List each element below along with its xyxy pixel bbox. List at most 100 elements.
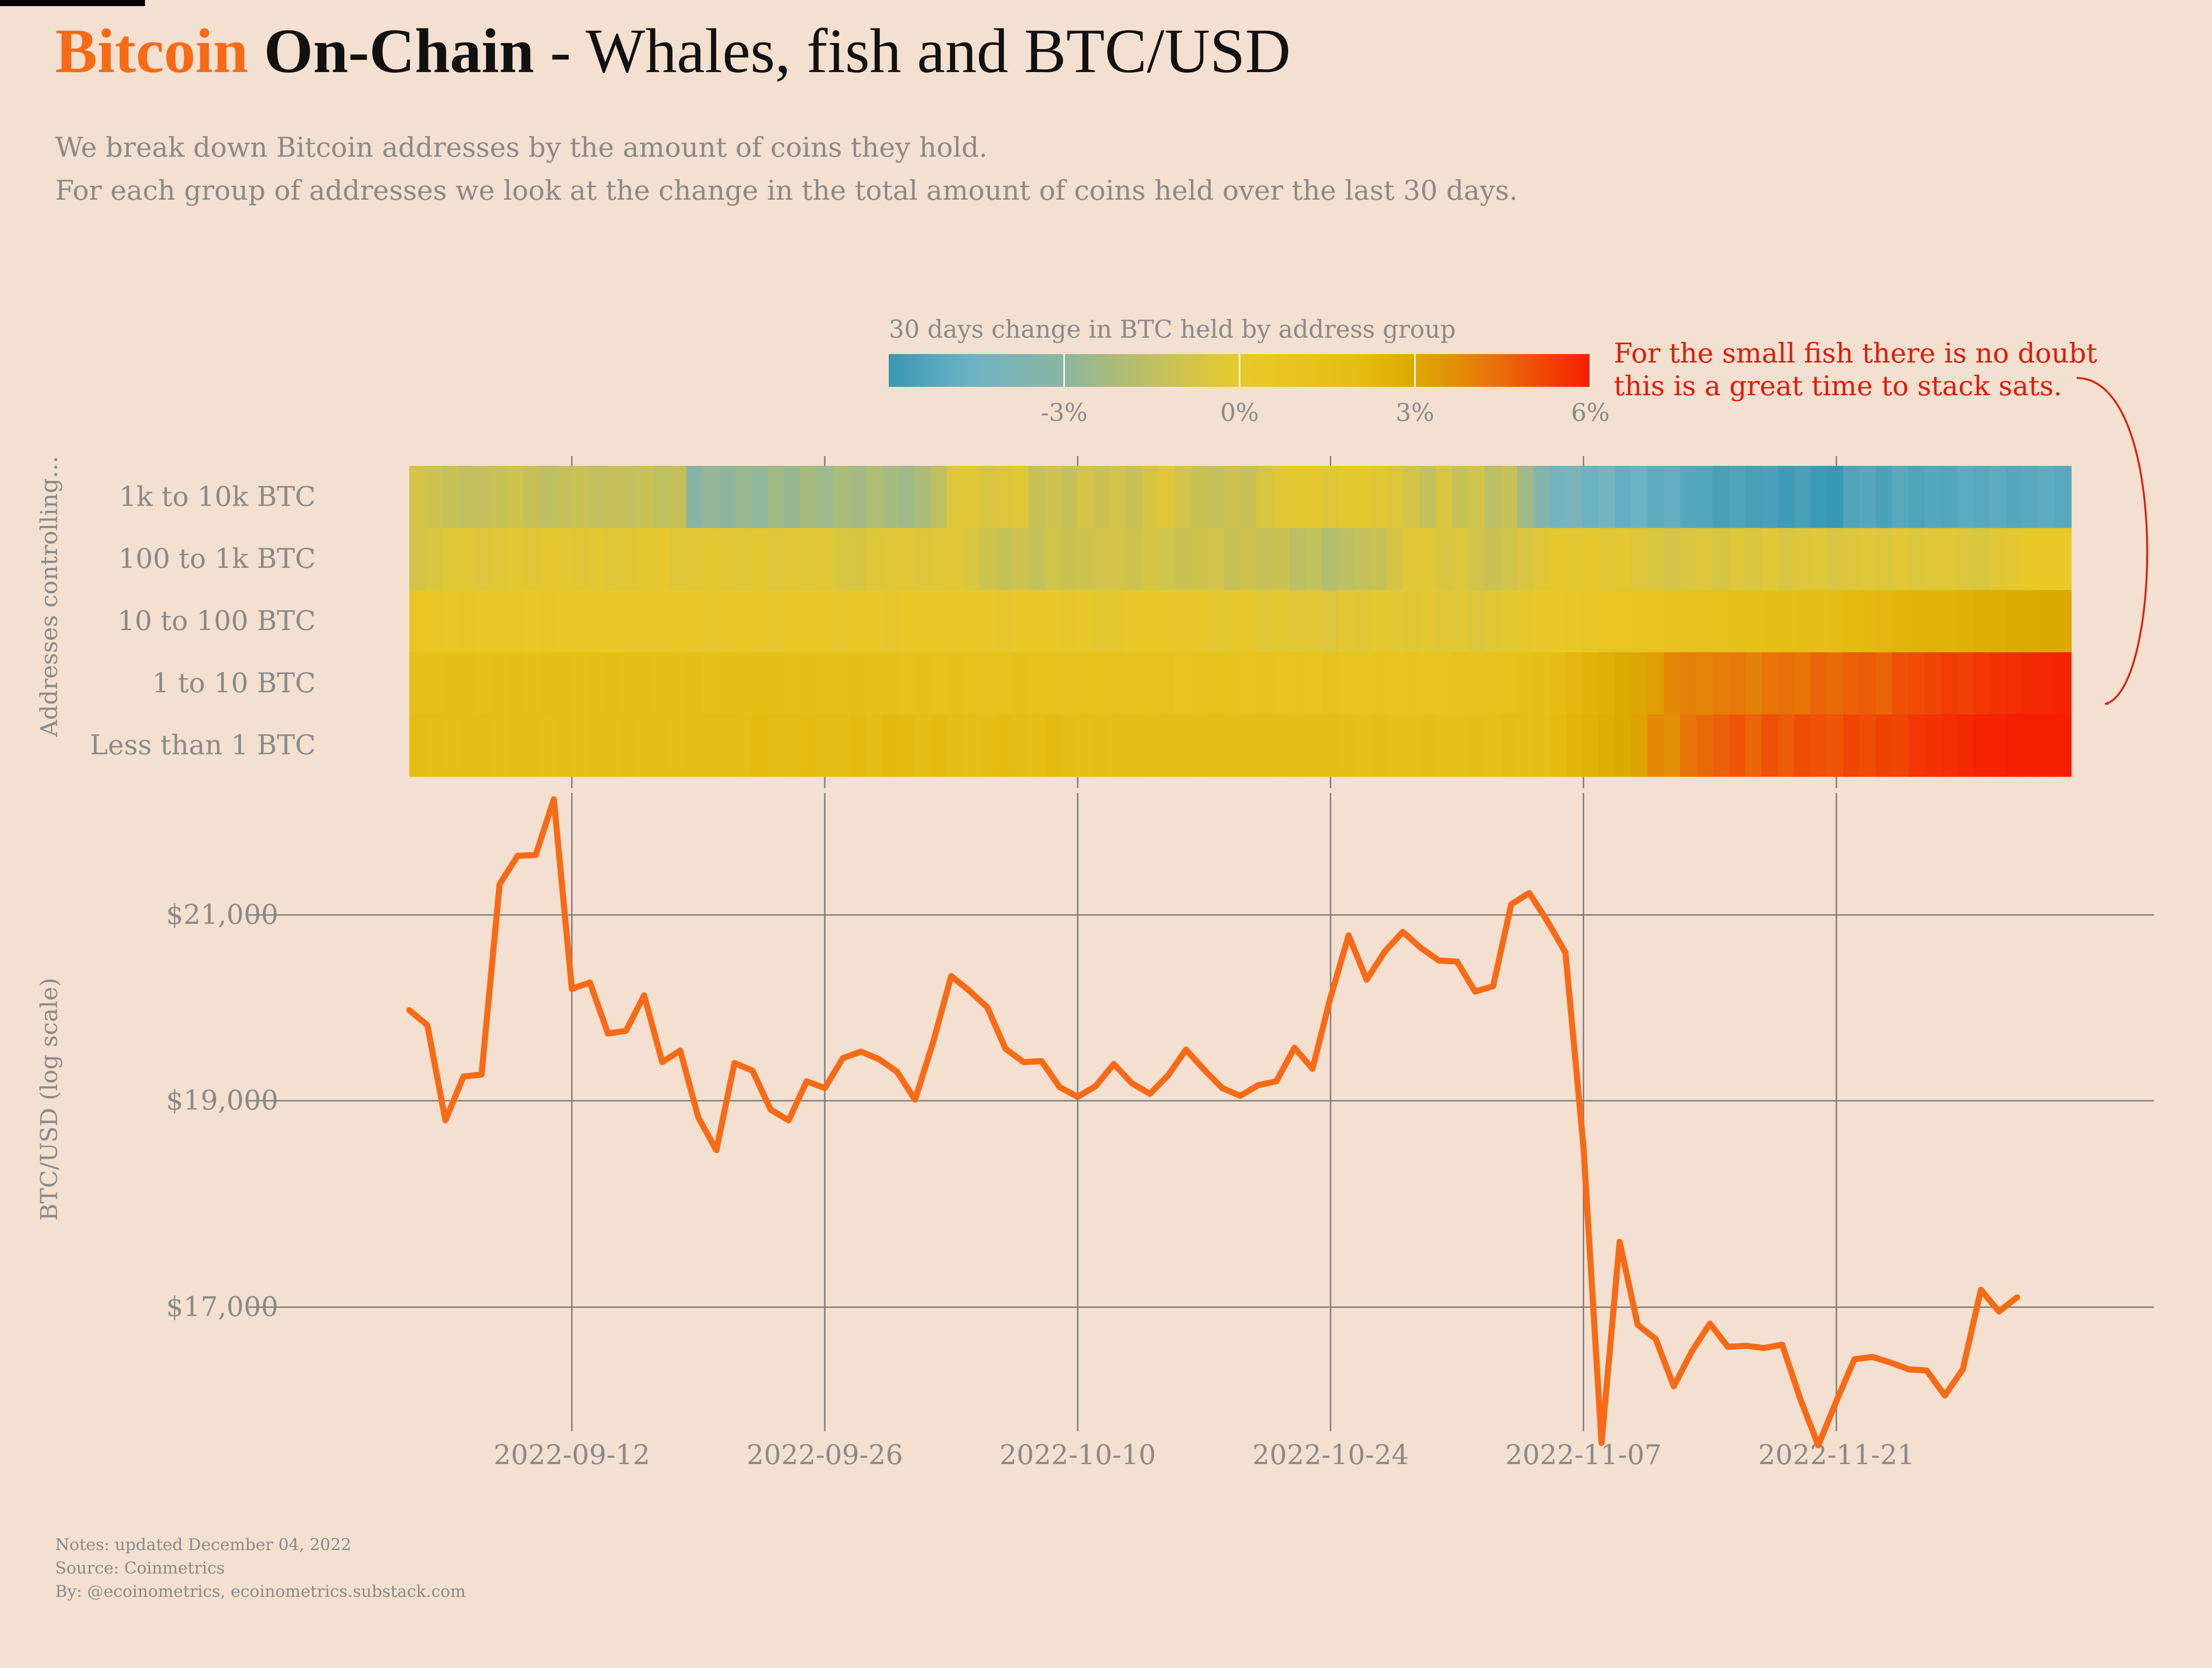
heatmap-cell xyxy=(1550,652,1567,715)
heatmap-cell xyxy=(1321,590,1339,653)
heatmap-cell xyxy=(1810,590,1828,653)
heatmap-cell xyxy=(523,590,540,653)
heatmap-cell xyxy=(2006,466,2023,529)
heatmap-cell xyxy=(1028,528,1045,591)
heatmap-cell xyxy=(2006,590,2023,653)
heatmap-cell xyxy=(1028,590,1045,653)
heatmap-cell xyxy=(1224,652,1241,715)
heatmap-cell xyxy=(1321,652,1339,715)
heatmap-cell xyxy=(1044,466,1062,529)
heatmap-cell xyxy=(865,590,882,653)
heatmap-cell xyxy=(1012,590,1029,653)
heatmap-cell xyxy=(1126,590,1143,653)
heatmap-cell xyxy=(751,528,769,591)
heatmap-cell xyxy=(474,528,491,591)
heatmap-cell xyxy=(1256,466,1273,529)
heatmap-cell xyxy=(1175,466,1192,529)
heatmap-cell xyxy=(1908,652,1925,715)
heatmap-cell xyxy=(1207,652,1225,715)
heatmap-cell xyxy=(963,528,980,591)
heatmap-cell xyxy=(996,590,1013,653)
heatmap-cell xyxy=(621,714,638,777)
heatmap-cell xyxy=(1044,652,1062,715)
heatmap-cell xyxy=(1387,714,1404,777)
heatmap-cell xyxy=(1778,590,1795,653)
heatmap-cell xyxy=(1810,714,1828,777)
heatmap-cell xyxy=(2022,528,2039,591)
heatmap-cell xyxy=(1615,714,1632,777)
heatmap-cell xyxy=(1240,590,1257,653)
heatmap-cell xyxy=(1419,652,1436,715)
line-chart-x-ticks: 2022-09-12 2022-09-26 2022-10-10 2022-10-24… xyxy=(493,1439,1915,1471)
heatmap-cell xyxy=(1289,590,1306,653)
heatmap-cell xyxy=(458,652,475,715)
line-x-tick-label: 2022-11-21 xyxy=(1758,1439,1915,1471)
heatmap-cell xyxy=(1843,528,1860,591)
heatmap-cell xyxy=(1077,466,1094,529)
heatmap-cell xyxy=(1550,590,1567,653)
heatmap-cell xyxy=(996,714,1013,777)
heatmap-cell xyxy=(1094,652,1110,715)
heatmap-cell xyxy=(670,714,687,777)
heatmap-cell xyxy=(703,714,719,777)
heatmap-cell xyxy=(507,652,524,715)
heatmap-cell xyxy=(1762,466,1778,529)
heatmap-cell xyxy=(425,528,442,591)
heatmap-cell xyxy=(2038,528,2055,591)
heatmap-cell xyxy=(1501,590,1518,653)
heatmap-cell xyxy=(1436,528,1453,591)
heatmap-cell xyxy=(442,590,459,653)
heatmap-cell xyxy=(1142,714,1160,777)
heatmap-cell xyxy=(1110,714,1127,777)
heatmap-cell xyxy=(1387,590,1404,653)
heatmap-cell xyxy=(1240,652,1257,715)
heatmap-cell xyxy=(539,652,557,715)
heatmap-cell xyxy=(947,652,964,715)
heatmap-cell xyxy=(572,714,589,777)
heatmap-cell xyxy=(637,466,654,529)
heatmap-cell xyxy=(1598,590,1616,653)
heatmap-cell xyxy=(491,652,508,715)
heatmap-cell xyxy=(1908,714,1925,777)
heatmap-cell xyxy=(1175,590,1192,653)
heatmap-cell xyxy=(1778,466,1795,529)
heatmap-row-label: 10 to 100 BTC xyxy=(117,605,316,637)
colorbar: 30 days change in BTC held by address gr… xyxy=(889,316,1610,427)
heatmap-cell xyxy=(703,466,719,529)
heatmap-cell xyxy=(1859,714,1876,777)
heatmap-cell xyxy=(653,714,671,777)
heatmap-cell xyxy=(1647,652,1664,715)
heatmap-cell xyxy=(1012,652,1029,715)
heatmap-cell xyxy=(1338,528,1355,591)
heatmap-cell xyxy=(1876,652,1893,715)
heatmap-cell xyxy=(1550,466,1567,529)
heatmap-cell xyxy=(914,714,931,777)
heatmap-cell xyxy=(1061,466,1078,529)
heatmap-cell xyxy=(442,652,459,715)
heatmap-cell xyxy=(784,652,801,715)
heatmap-cell xyxy=(670,590,687,653)
heatmap-cell xyxy=(768,652,784,715)
heatmap-cell xyxy=(1696,652,1713,715)
heatmap-cell xyxy=(605,714,622,777)
heatmap-cell xyxy=(1159,466,1175,529)
heatmap-cell xyxy=(1419,528,1436,591)
heatmap-cell xyxy=(1745,652,1762,715)
heatmap-cell xyxy=(914,528,931,591)
heatmap-cell xyxy=(1647,528,1664,591)
heatmap-cell xyxy=(816,466,834,529)
heatmap-cell xyxy=(1354,714,1371,777)
heatmap-cell xyxy=(1387,652,1404,715)
heatmap-cell xyxy=(882,528,899,591)
heatmap-cell xyxy=(507,466,524,529)
heatmap-cell xyxy=(1908,528,1925,591)
heatmap-cell xyxy=(1289,652,1306,715)
heatmap-cell xyxy=(1224,528,1241,591)
heatmap-cell xyxy=(1973,528,1990,591)
heatmap-cell xyxy=(1403,528,1420,591)
heatmap-cell xyxy=(1924,466,1942,529)
heatmap-cell xyxy=(1794,714,1811,777)
heatmap-cell xyxy=(1403,652,1420,715)
heatmap-cell xyxy=(1533,590,1551,653)
